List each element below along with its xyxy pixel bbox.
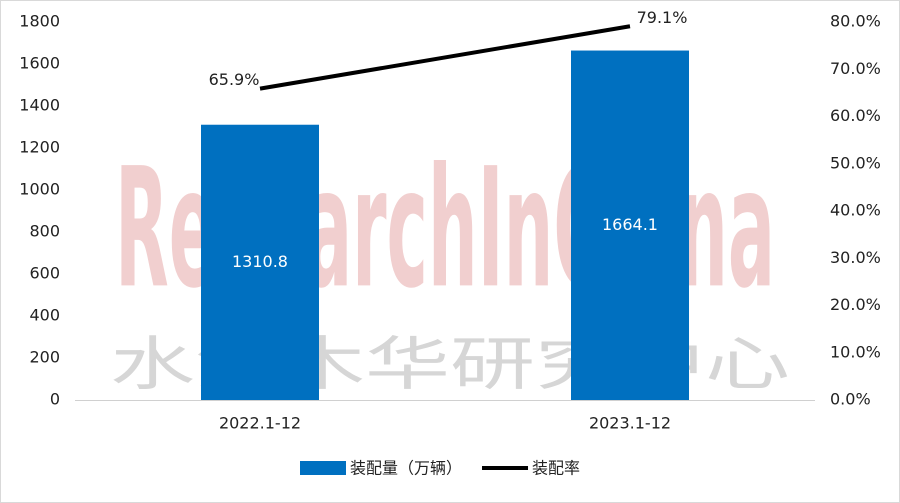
legend-label: 装配量（万辆） <box>350 459 462 478</box>
data-label: 79.1% <box>637 8 688 27</box>
line <box>259 24 631 91</box>
y2-tick-label: 30.0% <box>830 248 881 267</box>
y-tick-label: 400 <box>29 306 60 325</box>
y2-tick-label: 80.0% <box>830 12 881 31</box>
data-label: 65.9% <box>209 70 260 89</box>
y-tick-label: 600 <box>29 264 60 283</box>
y2-tick-label: 60.0% <box>830 106 881 125</box>
bar <box>201 124 319 401</box>
y2-tick-label: 70.0% <box>830 59 881 78</box>
y-tick-label: 1600 <box>19 54 60 73</box>
y-tick-label: 1400 <box>19 96 60 115</box>
y2-tick-label: 10.0% <box>830 342 881 361</box>
y-tick-label: 200 <box>29 348 60 367</box>
y2-tick-label: 20.0% <box>830 295 881 314</box>
y-tick-label: 1800 <box>19 12 60 31</box>
y2-tick-label: 0.0% <box>830 390 871 409</box>
data-label: 1664.1 <box>602 215 658 234</box>
y2-tick-label: 50.0% <box>830 153 881 172</box>
legend-swatch <box>300 461 346 475</box>
x-tick-label: 2023.1-12 <box>589 414 671 433</box>
data-label: 1310.8 <box>232 252 288 271</box>
x-tick-label: 2022.1-12 <box>219 414 301 433</box>
y-tick-label: 0 <box>50 390 60 409</box>
y-tick-label: 800 <box>29 222 60 241</box>
legend-label: 装配率 <box>532 459 580 478</box>
y2-tick-label: 40.0% <box>830 201 881 220</box>
y-tick-label: 1000 <box>19 180 60 199</box>
bar <box>571 50 689 400</box>
y-tick-label: 1200 <box>19 138 60 157</box>
